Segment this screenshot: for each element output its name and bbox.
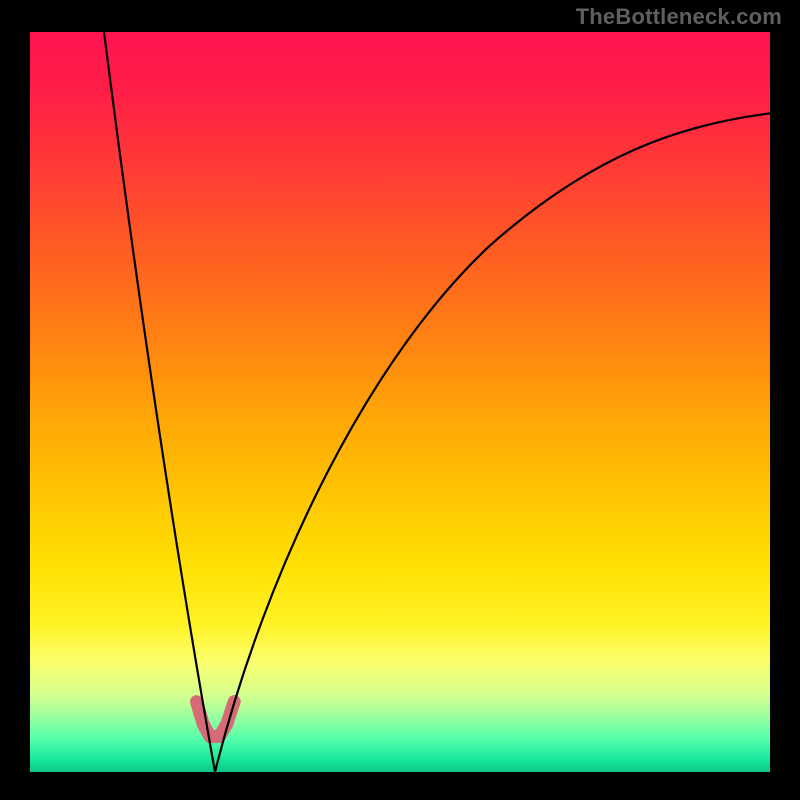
plot-area xyxy=(30,32,770,772)
chart-frame: TheBottleneck.com xyxy=(0,0,800,800)
gradient-background xyxy=(30,32,770,772)
watermark-text: TheBottleneck.com xyxy=(576,4,782,30)
bottleneck-curve-chart xyxy=(30,32,770,772)
